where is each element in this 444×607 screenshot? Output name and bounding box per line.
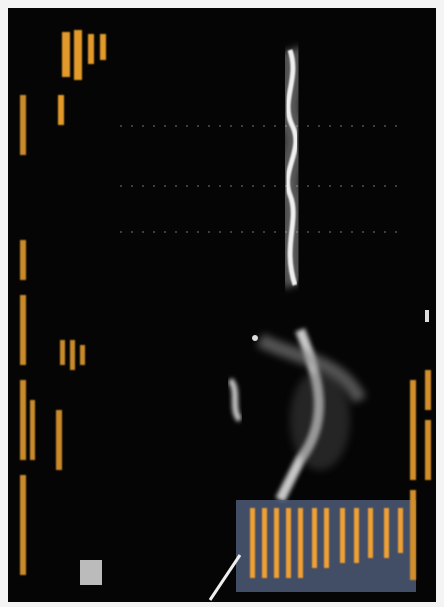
top-left-text — [58, 30, 106, 125]
mid-left-text — [56, 340, 85, 470]
gray-scale-box — [80, 560, 102, 585]
bottom-text — [410, 370, 431, 580]
doppler-trace — [275, 46, 308, 289]
info-box-text — [250, 508, 403, 578]
left-text-strip — [20, 95, 35, 575]
pointer — [208, 554, 242, 601]
tissue — [227, 310, 429, 503]
